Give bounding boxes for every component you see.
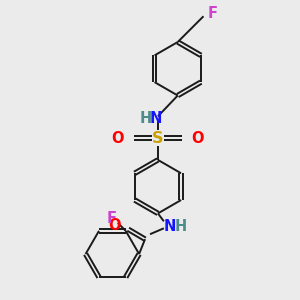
- Text: F: F: [208, 6, 218, 21]
- Text: O: O: [112, 130, 124, 146]
- Text: H: H: [175, 219, 187, 234]
- Text: S: S: [152, 130, 164, 146]
- Text: O: O: [192, 130, 204, 146]
- Text: F: F: [107, 212, 117, 226]
- Text: O: O: [108, 218, 120, 233]
- Text: N: N: [150, 111, 162, 126]
- Text: H: H: [140, 111, 152, 126]
- Text: N: N: [164, 219, 176, 234]
